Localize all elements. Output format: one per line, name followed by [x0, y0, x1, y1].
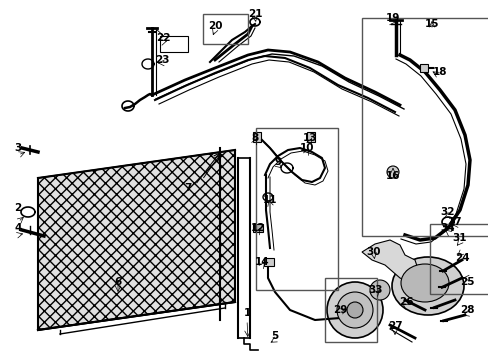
- Text: 23: 23: [154, 55, 169, 65]
- Text: 28: 28: [459, 305, 473, 315]
- Text: 12: 12: [250, 223, 264, 233]
- Circle shape: [346, 302, 362, 318]
- Bar: [325, 278, 376, 342]
- Text: 18: 18: [432, 67, 447, 77]
- Text: 3: 3: [14, 143, 21, 153]
- Bar: [256, 128, 337, 290]
- Bar: [160, 36, 187, 52]
- Text: 7: 7: [184, 183, 191, 193]
- Text: 11: 11: [262, 195, 277, 205]
- Bar: [252, 224, 263, 232]
- Text: 21: 21: [247, 9, 262, 19]
- Text: 2: 2: [14, 203, 21, 213]
- Bar: [203, 14, 247, 44]
- Text: 27: 27: [387, 321, 402, 331]
- Text: 14: 14: [254, 257, 269, 267]
- Ellipse shape: [391, 257, 463, 315]
- Text: 4: 4: [14, 223, 21, 233]
- Bar: [252, 132, 261, 142]
- Text: 8: 8: [251, 133, 258, 143]
- Text: 13: 13: [302, 133, 317, 143]
- Text: 1: 1: [243, 308, 250, 318]
- Circle shape: [369, 280, 389, 300]
- Text: 26: 26: [398, 297, 412, 307]
- Text: 29: 29: [332, 305, 346, 315]
- Text: 5: 5: [271, 331, 278, 341]
- Text: 31: 31: [452, 233, 467, 243]
- Text: 9: 9: [274, 157, 281, 167]
- Polygon shape: [38, 150, 235, 330]
- Text: 16: 16: [385, 171, 400, 181]
- Text: 32: 32: [440, 207, 454, 217]
- Text: 30: 30: [366, 247, 381, 257]
- Text: 22: 22: [156, 33, 170, 43]
- Text: 17: 17: [447, 217, 461, 227]
- Text: 34: 34: [440, 223, 454, 233]
- Text: 25: 25: [459, 277, 473, 287]
- Text: 24: 24: [454, 253, 468, 263]
- Text: 10: 10: [299, 143, 314, 153]
- Text: 20: 20: [207, 21, 222, 31]
- Text: 6: 6: [114, 277, 122, 287]
- Text: 33: 33: [368, 285, 383, 295]
- Bar: [429, 224, 488, 294]
- Polygon shape: [361, 240, 419, 285]
- Circle shape: [386, 166, 398, 178]
- Text: 15: 15: [424, 19, 438, 29]
- Ellipse shape: [400, 264, 448, 302]
- Bar: [264, 258, 273, 266]
- Text: 19: 19: [385, 13, 399, 23]
- Circle shape: [326, 282, 382, 338]
- Bar: [361, 18, 488, 236]
- Bar: [306, 132, 314, 142]
- Bar: [419, 64, 427, 72]
- Circle shape: [336, 292, 372, 328]
